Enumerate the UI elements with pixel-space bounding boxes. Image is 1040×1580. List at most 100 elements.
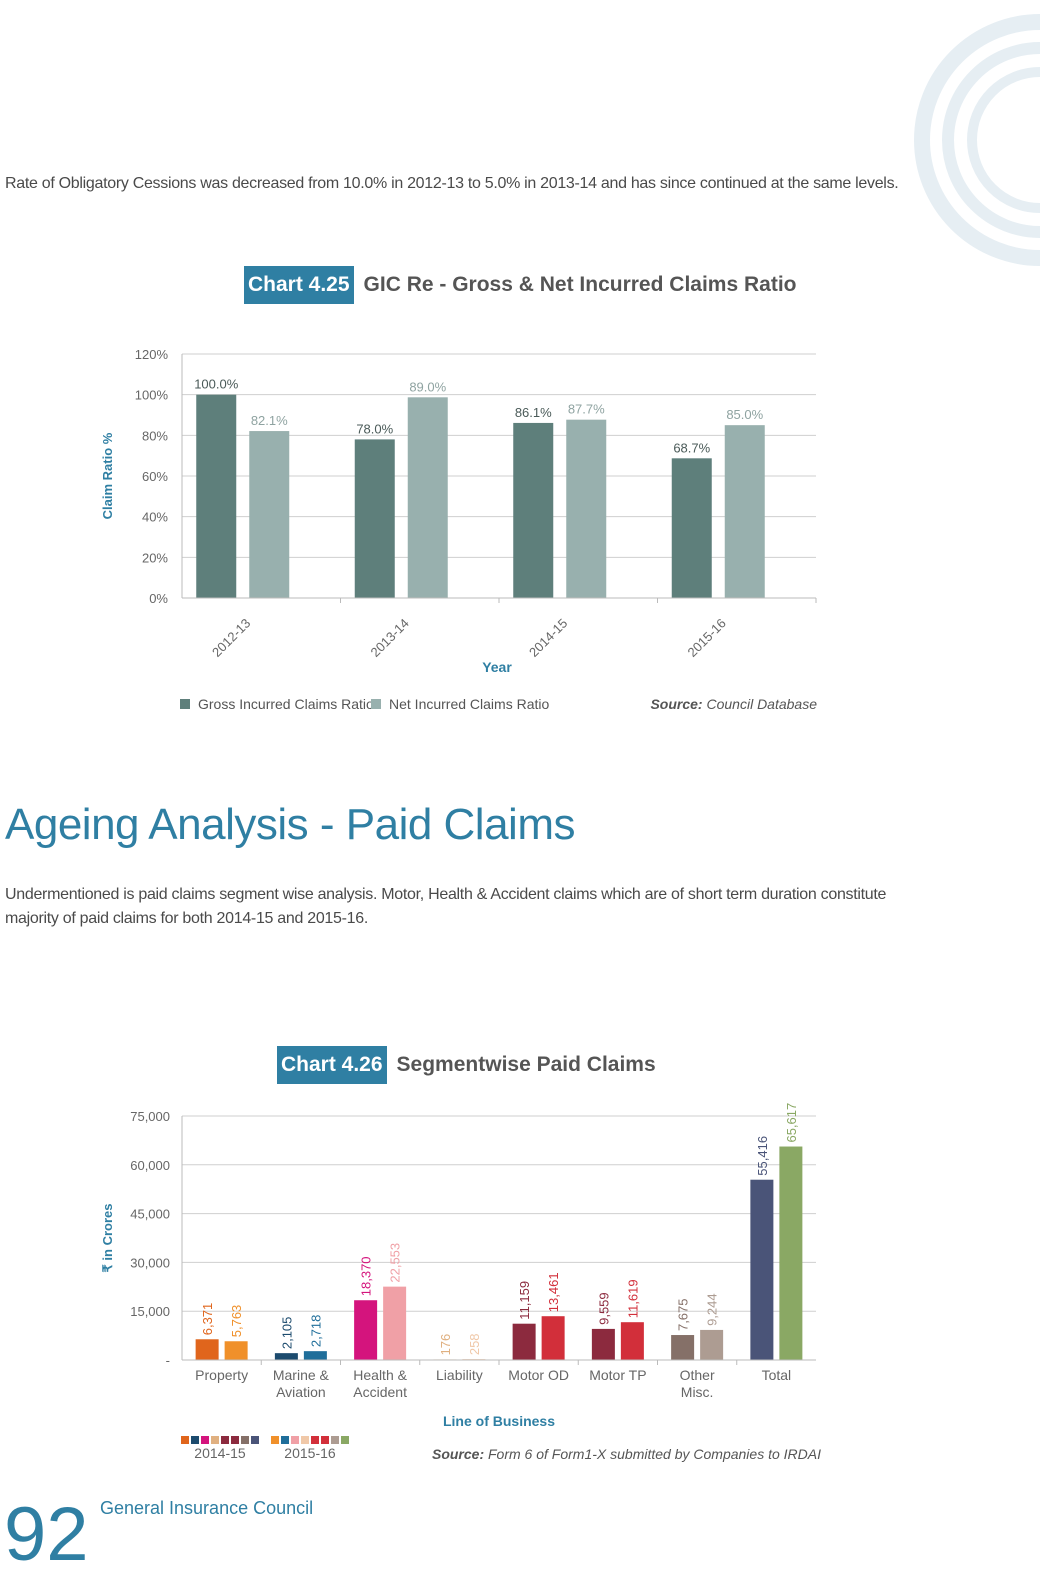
x-tick-label: Accident — [353, 1384, 407, 1400]
y-axis-title: Claim Ratio % — [100, 432, 115, 519]
legend-swatch-2015-16 — [331, 1436, 339, 1444]
legend-swatch-2015-16 — [301, 1436, 309, 1444]
data-label: 89.0% — [409, 379, 446, 394]
x-axis-title: Line of Business — [443, 1413, 555, 1429]
chart2-source: Source: Form 6 of Form1-X submitted by C… — [432, 1446, 821, 1462]
source-text: Council Database — [706, 696, 817, 712]
bar-2015-16 — [303, 1351, 327, 1360]
bar-2014-15 — [274, 1353, 298, 1360]
legend-swatch-2014-15 — [211, 1436, 219, 1444]
data-label: 13,461 — [546, 1272, 561, 1312]
data-label: 86.1% — [515, 405, 552, 420]
chart2-number: Chart 4.26 — [277, 1046, 387, 1084]
y-tick-label: 60,000 — [130, 1158, 170, 1173]
data-label: 11,159 — [517, 1281, 532, 1320]
chart2-title: Segmentwise Paid Claims — [396, 1053, 656, 1076]
source-label: Source: — [650, 696, 706, 712]
bar-2015-16 — [700, 1329, 724, 1360]
chart1-claims-ratio: 0% 20% 40% 60% 80% 100% 120% 100.0% 82.1% 2012-13… — [100, 347, 817, 712]
legend-swatch-2015-16 — [281, 1436, 289, 1444]
bar-2015-16 — [224, 1341, 248, 1360]
legend-swatch-gross — [180, 699, 190, 709]
x-tick-label: Motor TP — [589, 1367, 646, 1383]
data-label: 2,105 — [279, 1317, 294, 1350]
page-number: 92 — [4, 1492, 89, 1577]
y-tick-label: 0% — [149, 591, 168, 606]
y-tick-label: 75,000 — [130, 1109, 170, 1124]
decorative-arcs — [914, 14, 1040, 266]
data-label: 5,763 — [229, 1305, 244, 1338]
legend-swatch-2015-16 — [311, 1436, 319, 1444]
y-axis-title: ₹ in Crores — [100, 1204, 115, 1273]
data-label: 9,244 — [705, 1293, 720, 1326]
bar-2015-16 — [383, 1286, 407, 1360]
legend-swatch-2015-16 — [291, 1436, 299, 1444]
legend-swatch-2014-15 — [201, 1436, 209, 1444]
data-label: 87.7% — [568, 402, 605, 417]
chart1-number: Chart 4.25 — [244, 266, 354, 304]
legend-swatch-2015-16 — [341, 1436, 349, 1444]
section-heading: Ageing Analysis - Paid Claims — [5, 800, 575, 849]
data-label: 9,559 — [596, 1292, 611, 1325]
bar-2014-15 — [671, 1335, 695, 1360]
section-body-line1: Undermentioned is paid claims segment wi… — [5, 886, 887, 903]
legend-swatch-2014-15 — [251, 1436, 259, 1444]
bar-gross — [354, 439, 395, 598]
x-tick-label: 2012-13 — [209, 616, 253, 660]
y-tick-label: 15,000 — [130, 1304, 170, 1319]
chart2-segmentwise-paid-claims: - 15,000 30,000 45,000 60,000 75,000 6,371 5,76… — [100, 1103, 821, 1462]
legend-swatch-2014-15 — [181, 1436, 189, 1444]
bar-net — [566, 419, 607, 598]
bar-2014-15 — [591, 1328, 615, 1360]
data-label: 6,371 — [200, 1303, 215, 1336]
source-label: Source: — [432, 1446, 488, 1462]
x-tick-label: 2015-16 — [685, 616, 729, 660]
x-tick-label: Liability — [436, 1367, 483, 1383]
bar-2015-16 — [541, 1316, 565, 1360]
data-label: 7,675 — [676, 1298, 691, 1331]
y-tick-label: 45,000 — [130, 1207, 170, 1222]
x-tick-label: 2013-14 — [368, 616, 412, 660]
x-tick-label: Marine & — [273, 1367, 330, 1383]
bar-net — [249, 431, 290, 598]
data-label: 176 — [438, 1334, 453, 1356]
data-label: 82.1% — [251, 413, 288, 428]
data-label: 11,619 — [625, 1279, 640, 1318]
legend-label-gross: Gross Incurred Claims Ratio — [198, 696, 374, 712]
legend-label-net: Net Incurred Claims Ratio — [389, 696, 549, 712]
data-label: 100.0% — [194, 377, 239, 392]
data-label: 258 — [467, 1333, 482, 1355]
y-tick-label: - — [166, 1353, 170, 1368]
bar-2014-15 — [354, 1300, 378, 1360]
data-label: 65,617 — [784, 1103, 799, 1143]
x-axis-title: Year — [482, 659, 512, 675]
bar-gross — [196, 394, 237, 598]
legend-swatch-net — [371, 699, 381, 709]
legend-swatch-2015-16 — [271, 1436, 279, 1444]
legend-swatch-2014-15 — [191, 1436, 199, 1444]
chart1-title: GIC Re - Gross & Net Incurred Claims Rat… — [363, 273, 797, 296]
data-label: 68.7% — [673, 440, 710, 455]
y-tick-label: 60% — [142, 469, 168, 484]
legend-swatch-2014-15 — [221, 1436, 229, 1444]
y-tick-label: 80% — [142, 428, 168, 443]
bar-gross — [671, 458, 712, 598]
data-label: 85.0% — [726, 407, 763, 422]
data-label: 22,553 — [388, 1243, 403, 1283]
bar-net — [724, 425, 765, 598]
x-tick-label: Health & — [353, 1367, 407, 1383]
bar-gross — [513, 422, 554, 598]
section-body-line2: majority of paid claims for both 2014-15… — [5, 910, 368, 927]
chart1-title-block: Chart 4.25 GIC Re - Gross & Net Incurred… — [244, 266, 796, 304]
intro-paragraph: Rate of Obligatory Cessions was decrease… — [5, 175, 899, 192]
data-label: 2,718 — [308, 1315, 323, 1348]
legend-swatch-2015-16 — [321, 1436, 329, 1444]
x-tick-label: Property — [195, 1367, 248, 1383]
legend-label-2015-16: 2015-16 — [284, 1445, 336, 1461]
y-tick-label: 20% — [142, 550, 168, 565]
x-tick-label: Aviation — [276, 1384, 326, 1400]
footer-org-name: General Insurance Council — [100, 1498, 314, 1518]
y-tick-label: 120% — [135, 347, 169, 362]
x-tick-label: 2014-15 — [526, 616, 570, 660]
bar-2014-15 — [195, 1339, 219, 1360]
